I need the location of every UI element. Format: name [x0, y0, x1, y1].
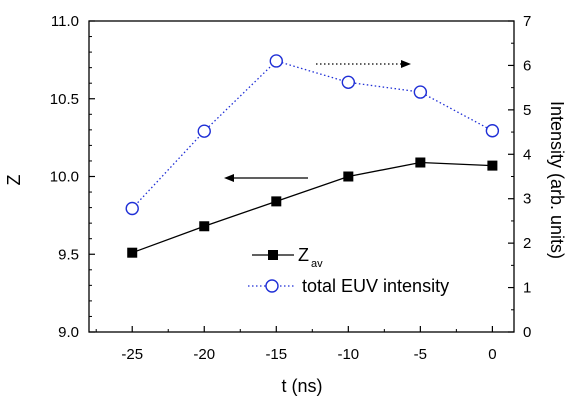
- y-right-tick-label: 1: [523, 280, 531, 297]
- data-point-square: [487, 160, 498, 171]
- legend-marker-euv: [265, 279, 279, 293]
- x-tick-label: -5: [414, 346, 427, 363]
- y-left-tick-label: 11.0: [51, 13, 79, 30]
- data-point-square: [271, 196, 282, 207]
- data-point-circle: [413, 85, 428, 99]
- x-tick-label: 0: [488, 346, 496, 363]
- y-axis-right-label: Intensity (arb. units): [547, 101, 567, 259]
- series-line-1: [131, 60, 493, 209]
- y-right-tick-label: 2: [523, 235, 531, 252]
- y-axis-left-label: Z: [4, 175, 24, 186]
- legend-label-euv: total EUV intensity: [302, 276, 449, 296]
- y-right-tick-label: 5: [523, 102, 531, 119]
- y-right-tick-label: 4: [523, 146, 531, 163]
- series-markers: [125, 54, 500, 258]
- data-point-circle: [125, 201, 139, 216]
- ticks: -25 -20 -15 -10 -5 0 9.0 9.5 10.0 10.5 11.0 0 1 2 3 4 5 6…: [50, 13, 532, 363]
- x-tick-label: -20: [193, 346, 215, 363]
- y-right-tick-label: 3: [523, 191, 531, 208]
- data-point-square: [343, 171, 354, 182]
- legend-label-z: Z: [298, 245, 309, 265]
- x-tick-label: -25: [121, 346, 143, 363]
- series-line-0: [131, 161, 493, 254]
- data-point-circle: [197, 124, 211, 138]
- data-point-square: [127, 247, 138, 258]
- y-right-tick-label: 7: [523, 13, 531, 30]
- y-right-tick-label: 0: [523, 324, 531, 341]
- annotations: [224, 60, 411, 182]
- y-right-tick-label: 6: [523, 57, 531, 74]
- x-axis-label: t (ns): [281, 376, 322, 396]
- y-left-tick-label: 9.5: [58, 246, 79, 263]
- data-point-square: [415, 157, 426, 168]
- y-left-tick-label: 10.5: [50, 91, 79, 108]
- x-tick-label: -10: [337, 346, 359, 363]
- series-lines: [131, 60, 493, 254]
- left-arrow-head: [224, 174, 234, 182]
- legend-label-z-subscript: av: [311, 258, 323, 270]
- data-point-circle: [269, 54, 283, 68]
- y-left-tick-label: 10.0: [50, 169, 79, 186]
- data-point-square: [199, 221, 210, 232]
- legend-marker-z: [268, 250, 278, 260]
- data-point-circle: [341, 75, 356, 90]
- y-left-tick-label: 9.0: [58, 324, 79, 341]
- data-point-circle: [485, 124, 500, 138]
- x-tick-label: -15: [265, 346, 287, 363]
- right-arrow-head: [401, 60, 411, 68]
